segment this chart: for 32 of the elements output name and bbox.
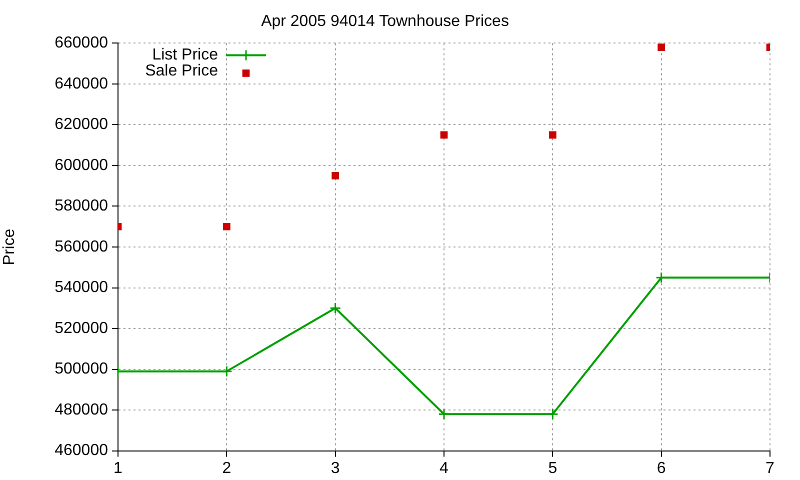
y-tick-label: 500000	[54, 360, 108, 378]
x-tick-label: 6	[656, 460, 666, 477]
y-tick-label: 620000	[54, 116, 108, 134]
legend-label: List Price	[152, 46, 218, 64]
y-tick-label: 640000	[54, 75, 108, 92]
x-tick-label: 5	[548, 460, 558, 477]
x-tick-label: 7	[766, 460, 775, 477]
point	[656, 272, 668, 284]
x-tick-label: 4	[440, 460, 449, 477]
y-tick-label: 580000	[54, 198, 108, 215]
point	[548, 131, 556, 139]
y-tick-label: 600000	[54, 156, 108, 174]
x-tick-label: 3	[330, 460, 340, 477]
x-tick-label: 2	[222, 460, 232, 477]
point	[546, 408, 558, 420]
x-tick-label: 1	[114, 460, 123, 477]
point	[332, 172, 340, 180]
point	[658, 44, 666, 51]
point	[220, 366, 232, 378]
point	[438, 408, 450, 420]
point	[330, 302, 342, 314]
y-tick-label: 560000	[54, 238, 108, 256]
point	[222, 222, 230, 230]
y-tick-label: 480000	[54, 401, 108, 418]
y-tick-label: 460000	[54, 442, 108, 460]
y-tick-label: 540000	[54, 279, 108, 296]
y-tick-label: 520000	[54, 320, 108, 337]
y-axis-title: Price	[1, 228, 18, 266]
y-tick-label: 660000	[54, 34, 108, 52]
point	[440, 131, 448, 139]
chart-title: Apr 2005 94014 Townhouse Prices	[261, 13, 509, 30]
legend-label: Sale Price	[145, 62, 218, 80]
